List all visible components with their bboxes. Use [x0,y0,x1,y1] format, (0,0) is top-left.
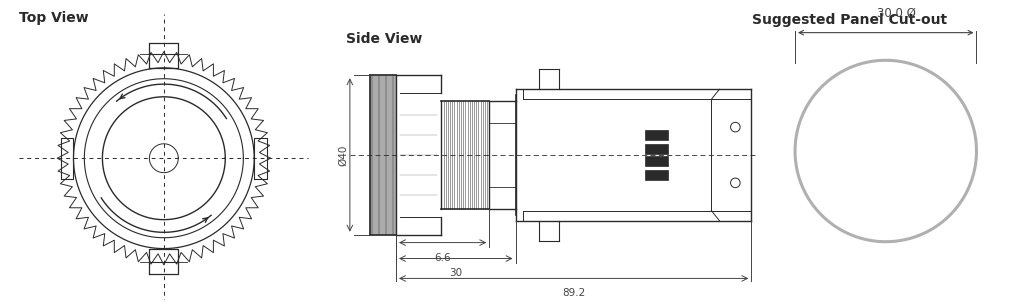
Text: Top View: Top View [19,11,89,25]
Bar [644,130,669,140]
Text: Side View: Side View [346,31,422,46]
Bar [644,156,669,166]
Text: Ø40: Ø40 [338,144,348,166]
Bar [644,144,669,154]
Bar [644,170,669,180]
Text: 30.0 Ø: 30.0 Ø [877,7,915,20]
Text: Suggested Panel Cut-out: Suggested Panel Cut-out [752,13,947,27]
Text: 30: 30 [450,268,463,278]
Text: 89.2: 89.2 [562,288,586,298]
Text: 6.6: 6.6 [434,252,451,262]
